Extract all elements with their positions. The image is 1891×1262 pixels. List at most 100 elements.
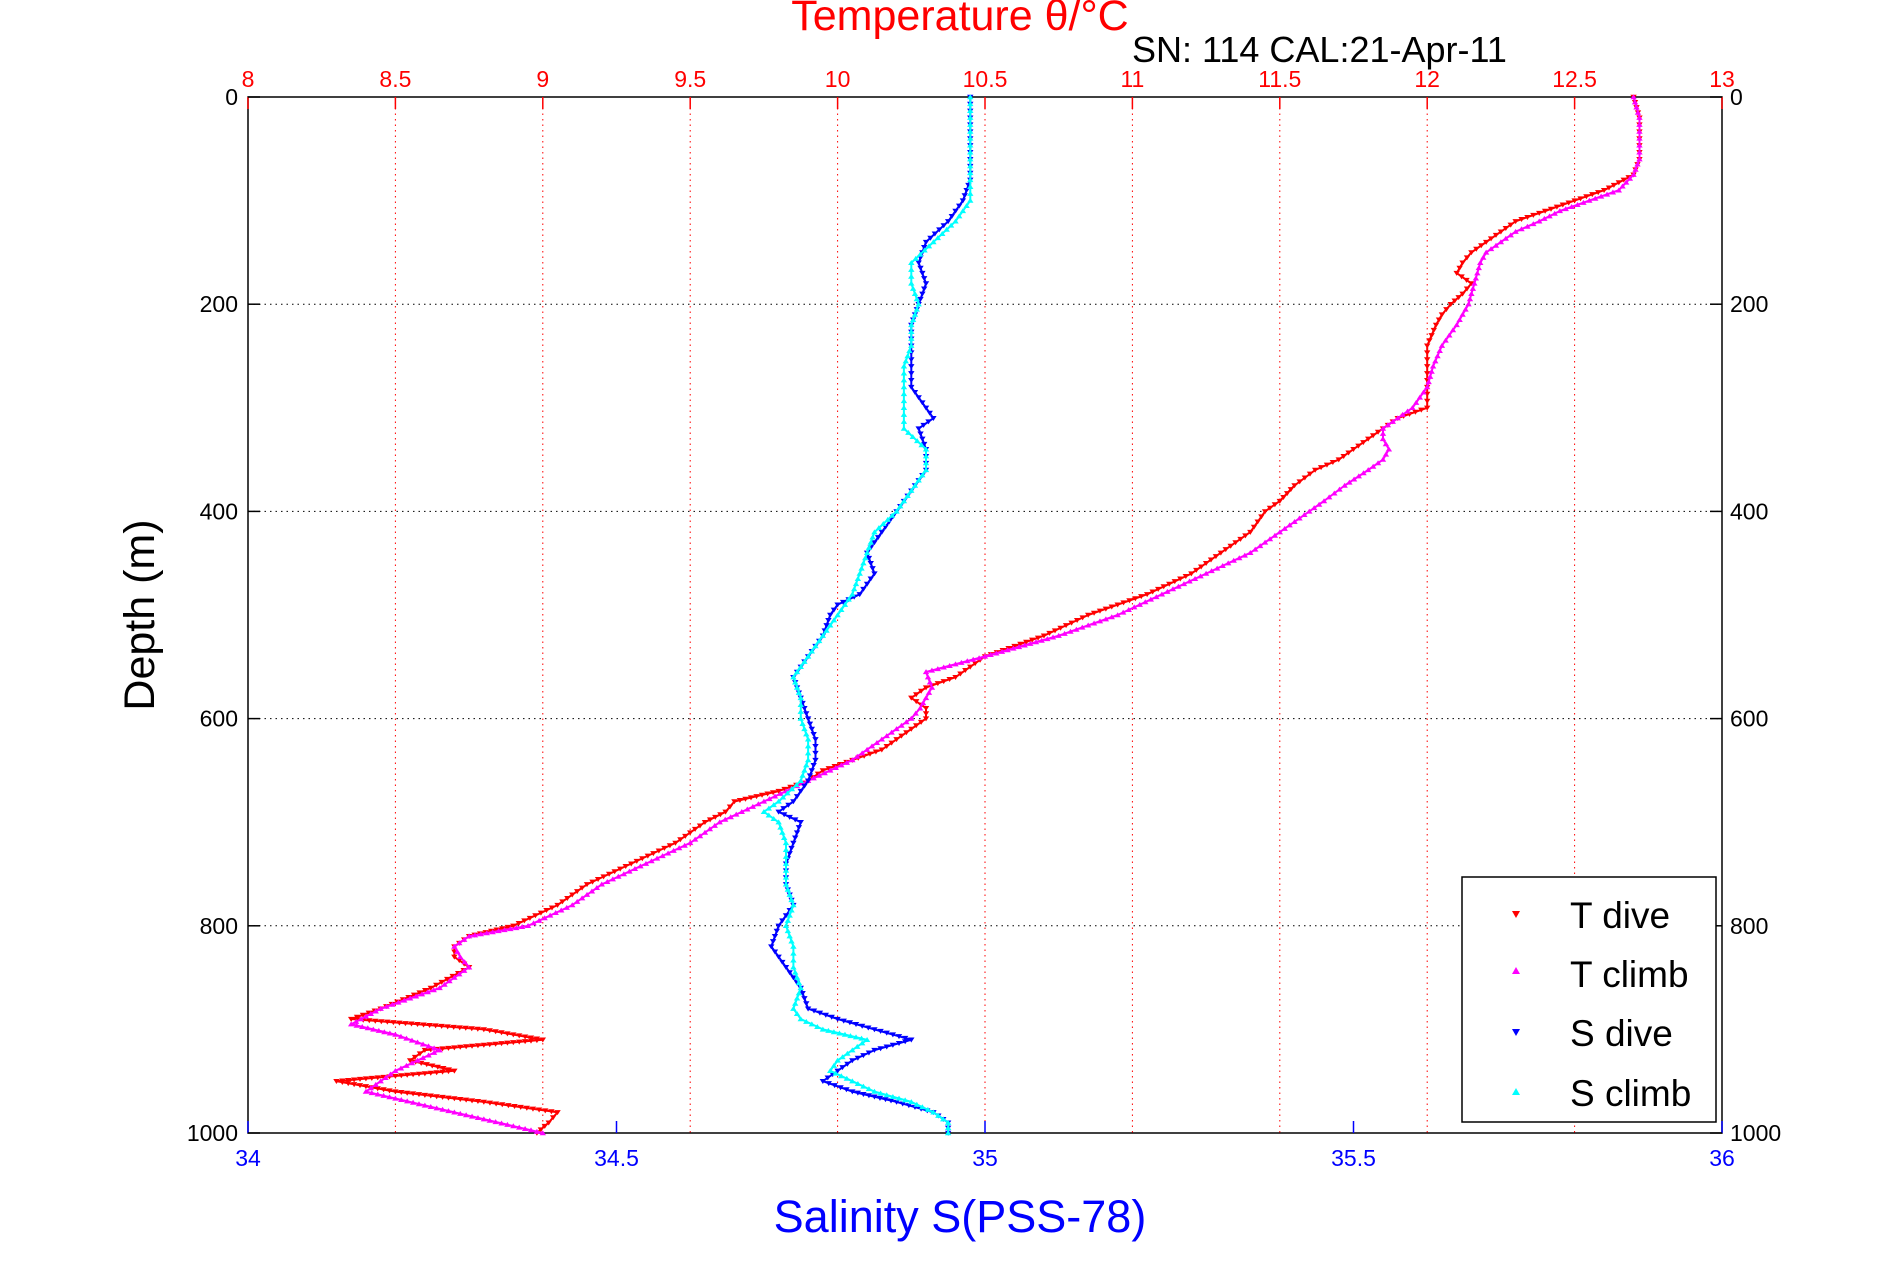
data-point-t-climb <box>1615 187 1623 193</box>
data-point-t-climb <box>1067 628 1074 634</box>
data-point-s-dive <box>775 809 782 815</box>
tick-label-temperature-9: 9 <box>536 66 549 92</box>
data-point-t-climb <box>1436 348 1443 354</box>
data-point-s-dive <box>790 975 797 981</box>
data-point-t-dive <box>1051 628 1059 634</box>
data-point-t-dive <box>913 692 920 698</box>
data-point-s-dive <box>768 944 775 950</box>
data-point-t-climb <box>755 801 762 807</box>
data-point-t-climb <box>1301 512 1308 518</box>
data-point-t-dive <box>1453 270 1460 276</box>
data-point-t-climb <box>771 793 779 799</box>
data-point-t-dive <box>474 1099 482 1105</box>
data-point-s-dive <box>867 576 874 582</box>
data-point-t-climb <box>451 943 458 949</box>
data-point-t-climb <box>1536 218 1543 224</box>
data-point-t-climb <box>583 891 591 897</box>
data-point-s-dive <box>782 913 790 919</box>
series-trace-s-dive <box>770 97 972 1133</box>
data-point-t-dive <box>1126 598 1133 604</box>
data-point-t-dive <box>439 1094 446 1100</box>
data-point-t-dive <box>451 1068 458 1074</box>
data-point-t-dive <box>354 1017 361 1023</box>
data-point-t-dive <box>537 1127 545 1133</box>
data-point-t-climb <box>382 1074 389 1080</box>
serial-calibration-label: SN: 114 CAL:21-Apr-11 <box>1132 29 1507 70</box>
data-point-t-climb <box>372 1008 379 1014</box>
data-point-s-climb <box>838 1073 845 1079</box>
data-point-t-dive <box>1459 260 1466 266</box>
data-point-t-climb <box>1580 199 1587 205</box>
data-point-t-dive <box>1287 487 1295 493</box>
data-point-t-dive <box>409 1072 417 1078</box>
data-point-s-climb <box>839 1054 846 1060</box>
series-t-climb <box>347 94 1643 1136</box>
data-point-t-climb <box>501 927 508 933</box>
data-point-s-climb <box>801 726 808 732</box>
data-point-t-climb <box>1247 550 1254 556</box>
data-point-t-dive <box>1541 208 1549 214</box>
data-point-t-dive <box>1232 540 1239 546</box>
data-point-t-climb <box>838 762 845 768</box>
data-point-t-dive <box>548 905 556 911</box>
data-point-t-climb <box>386 1030 394 1036</box>
data-point-t-climb <box>419 1041 427 1047</box>
data-point-s-climb <box>865 1086 873 1092</box>
data-point-t-climb <box>810 775 817 781</box>
data-point-t-climb <box>1630 94 1637 100</box>
data-point-s-dive <box>948 213 956 219</box>
data-point-t-dive <box>429 1063 436 1069</box>
data-point-t-dive <box>450 1024 457 1030</box>
data-point-t-dive <box>554 902 561 908</box>
data-point-s-climb <box>935 1112 942 1118</box>
data-point-t-dive <box>691 826 699 832</box>
data-point-t-dive <box>1571 198 1578 204</box>
data-point-t-climb <box>495 928 502 934</box>
data-point-s-dive <box>887 1098 895 1104</box>
data-point-s-climb <box>909 285 917 291</box>
data-point-t-dive <box>655 848 663 854</box>
data-point-t-climb <box>510 1123 517 1129</box>
data-point-t-dive <box>427 985 434 991</box>
data-point-t-dive <box>527 1038 535 1044</box>
data-point-s-climb <box>893 508 900 514</box>
data-point-s-climb <box>782 923 790 928</box>
data-point-t-dive <box>957 671 964 677</box>
data-point-s-dive <box>810 1008 818 1014</box>
data-point-t-dive <box>878 747 886 753</box>
data-point-t-climb <box>392 1031 399 1037</box>
data-point-t-dive <box>521 1034 529 1040</box>
data-point-s-climb <box>790 674 797 680</box>
data-point-s-climb <box>819 1026 827 1032</box>
data-point-s-dive <box>961 193 968 199</box>
data-point-s-climb <box>915 477 922 483</box>
data-point-t-climb <box>1090 620 1098 626</box>
data-point-s-climb <box>924 1106 932 1112</box>
data-point-t-dive <box>1594 190 1602 196</box>
data-point-s-climb <box>793 669 801 675</box>
data-point-t-climb <box>1518 226 1525 232</box>
data-point-t-dive <box>1005 645 1012 651</box>
data-point-t-dive <box>386 1088 393 1094</box>
data-point-t-dive <box>940 679 947 685</box>
data-point-s-climb <box>788 907 795 913</box>
data-point-t-climb <box>457 954 464 960</box>
data-point-t-dive <box>1040 633 1048 639</box>
data-point-s-dive <box>874 535 882 541</box>
data-point-s-dive <box>808 726 816 732</box>
data-point-t-climb <box>460 936 468 942</box>
data-point-t-dive <box>1254 519 1261 525</box>
data-point-t-climb <box>626 868 633 874</box>
data-point-t-climb <box>1636 149 1643 155</box>
data-point-t-climb <box>664 850 672 856</box>
data-point-s-climb <box>793 684 801 690</box>
data-point-t-climb <box>362 1013 370 1019</box>
data-point-t-dive <box>888 740 895 746</box>
data-point-s-dive <box>917 265 924 271</box>
data-point-t-dive <box>1553 204 1561 210</box>
data-point-t-dive <box>1193 567 1200 573</box>
data-point-t-climb <box>412 993 420 999</box>
data-point-t-dive <box>1426 338 1433 344</box>
data-point-s-dive <box>908 377 915 383</box>
data-point-t-climb <box>372 1081 379 1087</box>
